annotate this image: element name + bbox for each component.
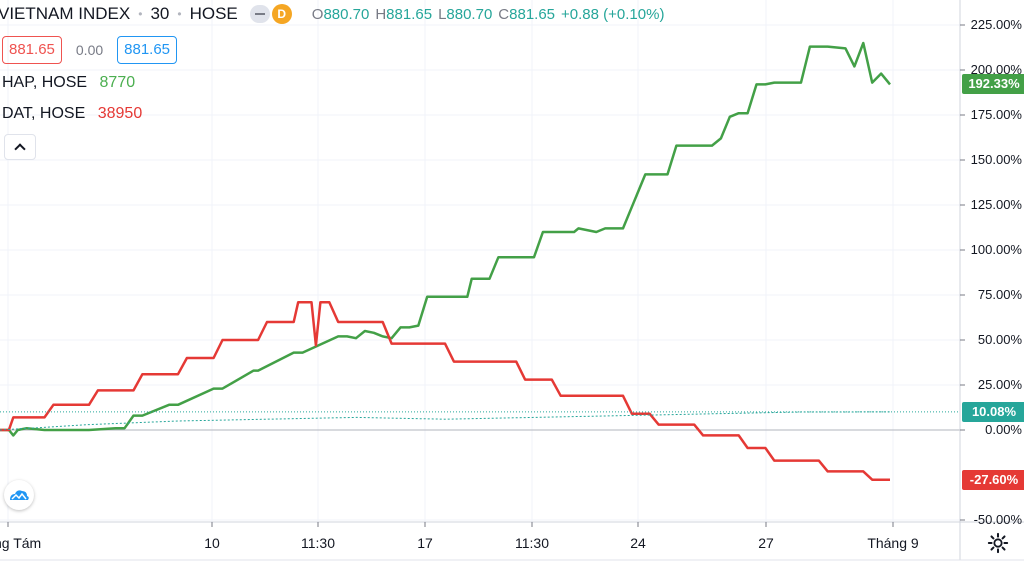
x-tick-label: 11:30 xyxy=(301,535,335,551)
y-tick-label: 100.00% xyxy=(970,242,1022,257)
symbol-name[interactable]: VIETNAM INDEX xyxy=(0,4,131,23)
close-value: 881.65 xyxy=(509,5,556,23)
symbol-title-row[interactable]: VIETNAM INDEX • 30 • HOSE D O880.70 H881.… xyxy=(0,2,664,26)
x-tick-label: ng Tám xyxy=(0,535,42,551)
x-tick-label: 24 xyxy=(630,535,646,551)
buy-button[interactable]: 881.65 xyxy=(117,36,178,64)
compare-row-hap[interactable]: HAP, HOSE 8770 xyxy=(2,74,135,92)
x-tick-marks xyxy=(7,24,965,527)
y-tick-label: 125.00% xyxy=(970,197,1022,212)
visibility-toggle-icon[interactable] xyxy=(249,5,270,23)
grid xyxy=(0,0,960,522)
sell-button[interactable]: 881.65 xyxy=(2,36,62,64)
compare-value: 8770 xyxy=(99,74,136,91)
y-tick-label: 150.00% xyxy=(970,152,1022,167)
spread-value: 0.00 xyxy=(75,42,104,58)
cloud-icon xyxy=(10,490,29,500)
last-value-badge: 10.08% xyxy=(962,401,1024,422)
tradingview-cloud-icon[interactable] xyxy=(4,480,34,510)
compare-symbol: HAP, HOSE xyxy=(2,74,88,91)
change-value: +0.88 (+0.10%) xyxy=(561,5,665,23)
compare-symbol: DAT, HOSE xyxy=(2,105,86,122)
series-line-dat-hose[interactable] xyxy=(0,300,890,481)
last-value-badge: -27.60% xyxy=(962,469,1024,490)
x-tick-label: 10 xyxy=(204,535,220,551)
settings-gear-svg xyxy=(987,532,1009,554)
series-line-hap-hose[interactable] xyxy=(0,41,891,437)
interval[interactable]: 30 xyxy=(150,4,170,23)
open-label: O xyxy=(311,5,324,23)
series-layer xyxy=(0,41,960,481)
x-tick-label: 11:30 xyxy=(515,535,549,551)
y-tick-label: 175.00% xyxy=(970,107,1022,122)
y-tick-label: 200.00% xyxy=(970,62,1022,77)
high-value: 881.65 xyxy=(386,5,433,23)
low-value: 880.70 xyxy=(446,5,493,23)
delayed-data-badge: D xyxy=(271,4,292,24)
separator-dot: • xyxy=(138,7,143,21)
compare-value: 38950 xyxy=(97,105,143,122)
gear-icon[interactable] xyxy=(985,530,1011,556)
y-tick-label: -50.00% xyxy=(973,512,1022,527)
y-tick-label: 25.00% xyxy=(977,377,1022,392)
last-value-badge: 192.33% xyxy=(962,74,1024,95)
y-tick-label: 225.00% xyxy=(970,17,1022,32)
open-value: 880.70 xyxy=(323,5,370,23)
close-label: C xyxy=(498,5,510,23)
high-label: H xyxy=(375,5,387,23)
x-tick-label: Tháng 9 xyxy=(867,535,919,551)
x-tick-label: 17 xyxy=(417,535,433,551)
low-label: L xyxy=(438,5,447,23)
y-tick-label: 50.00% xyxy=(977,332,1022,347)
trade-buttons: 881.65 0.00 881.65 xyxy=(2,36,178,64)
y-tick-label: 75.00% xyxy=(977,287,1022,302)
x-tick-label: 27 xyxy=(758,535,774,551)
compare-row-dat[interactable]: DAT, HOSE 38950 xyxy=(2,105,142,123)
y-tick-label: 0.00% xyxy=(985,422,1022,437)
chevron-up-icon[interactable] xyxy=(4,134,36,160)
ohlc-values: O880.70 H881.65 L880.70 C881.65 +0.88 (+0.10… xyxy=(312,6,665,23)
series-line-vietnam-index[interactable] xyxy=(0,411,891,431)
separator-dot: • xyxy=(177,7,182,21)
exchange: HOSE xyxy=(189,4,238,23)
